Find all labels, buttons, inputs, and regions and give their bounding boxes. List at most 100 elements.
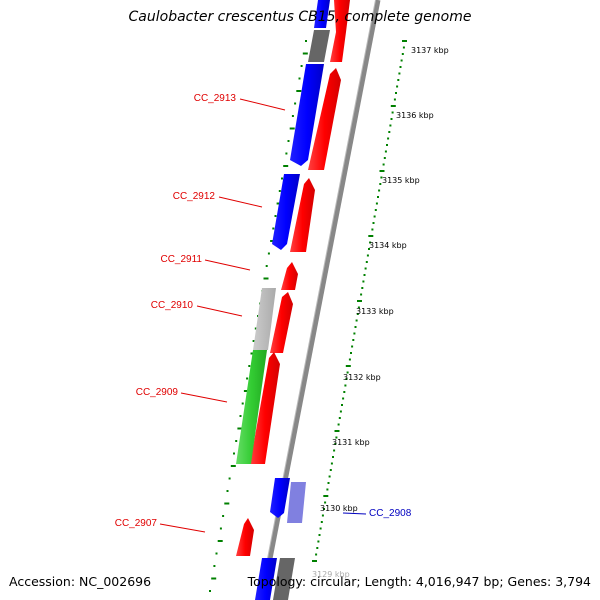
scale-tick-minor xyxy=(337,423,340,426)
inner-dash xyxy=(248,365,251,367)
inner-dash xyxy=(235,440,238,442)
inner-dash xyxy=(243,390,249,392)
inner-dash xyxy=(300,65,303,67)
scale-tick-minor xyxy=(402,46,405,49)
inner-dash xyxy=(302,52,308,55)
feature-cc2908-b[interactable] xyxy=(287,482,306,523)
scale-tick-minor xyxy=(393,98,396,101)
gene-label-cc2908[interactable]: CC_2908 xyxy=(369,508,412,519)
gene-label-cc2911[interactable]: CC_2911 xyxy=(160,254,202,265)
forward-features xyxy=(236,0,350,556)
gene-label-cc2907[interactable]: CC_2907 xyxy=(115,518,158,529)
feature-cc2913[interactable] xyxy=(308,68,341,170)
feature-blue-2 xyxy=(272,174,300,250)
scale-tick-minor xyxy=(369,241,372,244)
inner-dash xyxy=(274,215,277,217)
feature-cc2911[interactable] xyxy=(281,262,298,290)
reverse-features xyxy=(255,0,330,600)
scale-tick-minor xyxy=(352,339,355,341)
scale-tick-minor xyxy=(366,254,369,257)
scale-tick-minor xyxy=(372,222,375,224)
feature-green xyxy=(236,350,267,464)
scale-tick-minor xyxy=(350,352,352,354)
gene-label-cc2912[interactable]: CC_2912 xyxy=(173,191,216,202)
scale-tick-minor xyxy=(397,79,400,81)
leader-cc2911 xyxy=(204,259,251,271)
leader-cc2912 xyxy=(218,196,263,208)
scale-tick-minor xyxy=(333,449,336,452)
leader-cc2909 xyxy=(180,392,228,403)
gene-label-cc2909[interactable]: CC_2909 xyxy=(136,387,179,398)
inner-dash xyxy=(296,90,302,92)
scale-tick-minor xyxy=(375,202,378,205)
scale-tick-minor xyxy=(379,183,382,185)
scale-tick-minor xyxy=(344,384,347,387)
gene-labels: CC_2913 CC_2912 CC_2911 CC_2910 CC_2909 … xyxy=(115,93,412,529)
scale-tick-minor xyxy=(400,59,403,62)
scale-tick-major xyxy=(402,40,407,42)
scale-tick-minor xyxy=(353,332,356,335)
feature-top-blue xyxy=(314,0,330,28)
scale-tick-minor xyxy=(343,391,346,393)
other-features xyxy=(236,288,276,464)
inner-dash xyxy=(217,540,223,542)
scale-tick-minor xyxy=(395,92,397,94)
scale-tick-minor xyxy=(346,371,349,374)
scale-tick-minor xyxy=(390,118,393,120)
leader-cc2913 xyxy=(239,98,286,111)
feature-cc2912[interactable] xyxy=(290,178,315,252)
tick-label: 3129 kbp xyxy=(312,570,350,579)
feature-cc2907[interactable] xyxy=(236,518,254,556)
inner-dash xyxy=(272,227,275,230)
tick-label: 3137 kbp xyxy=(411,46,449,55)
scale-tick-minor xyxy=(368,248,370,250)
inner-dash xyxy=(265,265,268,267)
scale-tick-minor xyxy=(339,410,342,413)
scale-tick-major xyxy=(334,430,340,432)
inner-dash xyxy=(224,502,230,505)
scale-tick-minor xyxy=(383,157,386,159)
scale-tick-minor xyxy=(391,111,394,114)
gene-label-cc2913[interactable]: CC_2913 xyxy=(194,93,237,104)
inner-dash xyxy=(278,190,281,192)
inner-dash xyxy=(267,252,270,255)
leader-cc2908 xyxy=(342,512,367,515)
genome-summary-text: Topology: circular; Length: 4,016,947 bp… xyxy=(247,574,591,589)
scale-tick-minor xyxy=(365,261,368,263)
scale-tick-minor xyxy=(398,72,401,75)
scale-tick-major xyxy=(323,495,329,497)
inner-dash xyxy=(263,277,269,280)
scale-tick-minor xyxy=(389,124,392,127)
scale-tick-minor xyxy=(363,274,366,276)
scale-tick-minor xyxy=(387,137,390,140)
scale-tick-minor xyxy=(377,196,379,198)
scale-tick-minor xyxy=(320,521,323,523)
feature-grey xyxy=(253,288,276,350)
inner-dash xyxy=(226,490,229,492)
scale-tick-major xyxy=(312,560,317,562)
inner-dash xyxy=(285,152,288,155)
scale-tick-minor xyxy=(324,501,327,504)
gene-label-cc2910[interactable]: CC_2910 xyxy=(151,300,194,311)
feature-top-dark xyxy=(308,30,330,62)
scale-tick-minor xyxy=(345,378,348,380)
scale-tick-minor xyxy=(323,508,325,510)
feature-cc2908-a[interactable] xyxy=(270,478,290,518)
inner-dash xyxy=(252,340,255,342)
inner-dash xyxy=(283,165,289,167)
inner-dash xyxy=(213,565,216,567)
inner-dash xyxy=(246,377,249,380)
scale-tick-minor xyxy=(318,534,321,536)
scale-tick-minor xyxy=(342,397,345,400)
scale-tick-major xyxy=(390,105,396,107)
scale-tick-minor xyxy=(373,215,376,218)
feature-top-red xyxy=(330,0,350,62)
feature-cc2909[interactable] xyxy=(250,352,280,464)
scale-tick-minor xyxy=(330,462,333,465)
leader-lines xyxy=(159,98,286,533)
feature-cc2910[interactable] xyxy=(270,292,293,353)
scale-tick-minor xyxy=(332,456,334,458)
scale-tick-major xyxy=(379,170,385,172)
scale-tick-major xyxy=(368,235,374,237)
inner-dash xyxy=(228,477,231,480)
